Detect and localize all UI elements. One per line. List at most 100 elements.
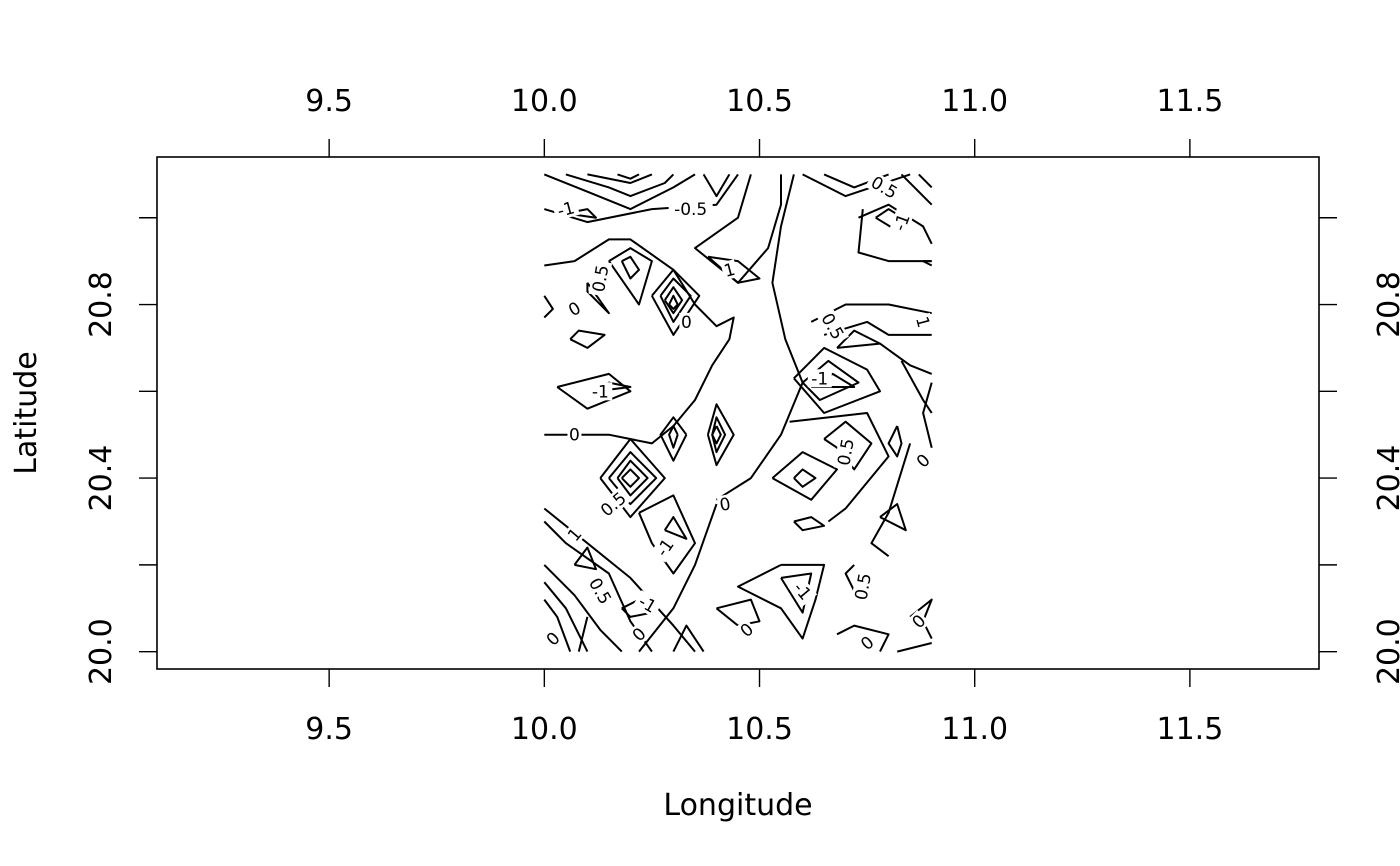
contour-line (879, 342, 933, 375)
contour-label: 0 (563, 297, 586, 321)
contour-label-bg (679, 312, 694, 331)
contour-line (663, 516, 688, 540)
y-tick-label-right: 20.8 (1372, 271, 1400, 338)
contour-line (879, 503, 907, 532)
contour-line (887, 425, 903, 458)
x-tick-label-bottom: 9.5 (305, 712, 353, 747)
contour-label-bg (567, 425, 582, 444)
contour-label-text: 0 (681, 313, 692, 333)
contour-labels: -1 -0.50.5-110.500 0.5 1-1-100.5 00.5 01-10.5… (541, 171, 935, 655)
contour-label-bg (816, 306, 849, 346)
contour-label: -1 (650, 532, 680, 563)
contour-label: 0.5 (594, 486, 633, 522)
contour-line (870, 443, 912, 557)
contour-line (711, 425, 722, 445)
contour-label-bg (668, 200, 713, 219)
contour-label-bg (807, 369, 832, 388)
contour-line (556, 372, 632, 410)
x-tick-label-bottom: 11.0 (941, 712, 1008, 747)
plot-frame (156, 156, 1320, 670)
contour-label-text: 0 (569, 426, 580, 446)
contour-label: -1 (588, 382, 613, 402)
contour-label: 1 (911, 312, 934, 331)
contour-label: 0 (716, 494, 734, 516)
contour-label-bg (716, 494, 734, 515)
contour-label: -1 (551, 197, 580, 222)
contour-label-bg (588, 382, 613, 401)
contour-label: 0 (627, 622, 651, 646)
contour-line (587, 173, 653, 184)
x-tick-label-bottom: 10.0 (511, 712, 578, 747)
contour-label-bg (632, 590, 663, 618)
contour-label: 0.5 (865, 171, 904, 204)
contour-label-bg (563, 523, 586, 546)
contour-line (544, 238, 735, 445)
contour-label-bg (720, 259, 739, 281)
contour-line (543, 599, 572, 652)
contour-line (668, 425, 679, 449)
contour-label-bg (855, 631, 879, 655)
y-tick-label-left: 20.8 (84, 271, 119, 338)
contour-label: 0 (567, 425, 582, 446)
contour-line (573, 546, 597, 571)
contour-line (621, 468, 640, 488)
contour-label-bg (787, 575, 818, 606)
contour-label: -1 (787, 575, 818, 606)
contour-line (659, 416, 688, 462)
contour-line (638, 503, 718, 653)
contour-line (900, 173, 933, 206)
contour-line (836, 329, 881, 349)
contour-label: 1 (720, 259, 739, 282)
contour-label-text: -0.5 (674, 200, 707, 220)
contour-label-bg (583, 571, 617, 611)
contour-label: -0.5 (668, 200, 713, 220)
x-axis-label: Longitude (663, 788, 812, 823)
contour-label-text: 1 (722, 260, 738, 282)
contour-line (659, 277, 692, 323)
contour-line (836, 624, 890, 653)
contour-label-bg (888, 207, 915, 237)
contour-label-bg (912, 312, 934, 331)
contour-line (922, 260, 933, 267)
contour-label-text: -1 (653, 535, 679, 560)
contour-line (620, 255, 640, 280)
contour-line (793, 468, 817, 488)
y-tick-label-right: 20.4 (1372, 445, 1400, 512)
contour-line (543, 295, 554, 319)
contour-label: -1 (888, 207, 915, 237)
contour-line (771, 451, 838, 501)
contour-line (918, 173, 933, 189)
contour-line (823, 420, 873, 471)
contour-label: 0.5 (850, 568, 876, 605)
contour-line (896, 642, 932, 653)
contour-line (638, 494, 696, 575)
contour-label-bg (594, 486, 633, 522)
contour-label-text: -1 (890, 211, 915, 234)
x-tick-label-top: 11.5 (1156, 84, 1223, 119)
contour-label: -1 (807, 369, 832, 389)
contour-label: 0 (855, 631, 879, 655)
contour-label: 0.5 (833, 433, 859, 471)
contour-label-bg (541, 627, 565, 650)
contour-line (711, 416, 727, 454)
contour-line (586, 282, 610, 315)
contour-label-text: -1 (555, 198, 577, 222)
contour-line (857, 209, 932, 263)
contour-line (543, 564, 623, 653)
contour-label-text: 0 (718, 494, 732, 516)
x-tick-label-top: 10.5 (726, 84, 793, 119)
contour-label-bg (911, 449, 935, 473)
contour-line (715, 598, 761, 627)
contour-label-bg (850, 568, 875, 605)
y-tick-label-left: 20.0 (84, 618, 119, 685)
y-tick-label-right: 20.0 (1372, 618, 1400, 685)
contour-label-text: 0 (543, 628, 565, 650)
contour-line (789, 412, 890, 523)
contour-line (608, 247, 653, 306)
contour-label-text: 0 (913, 451, 935, 473)
x-tick-label-bottom: 11.5 (1156, 712, 1223, 747)
contour-line (900, 360, 933, 414)
contour-line (909, 598, 933, 640)
contour-line (651, 268, 701, 336)
